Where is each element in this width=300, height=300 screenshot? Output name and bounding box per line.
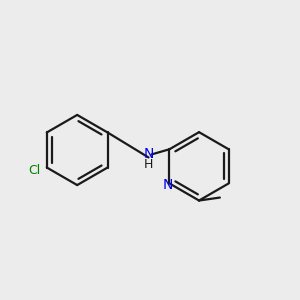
Text: Cl: Cl	[28, 164, 40, 177]
Text: N: N	[143, 147, 154, 161]
Text: H: H	[144, 158, 153, 171]
Text: N: N	[163, 178, 173, 192]
